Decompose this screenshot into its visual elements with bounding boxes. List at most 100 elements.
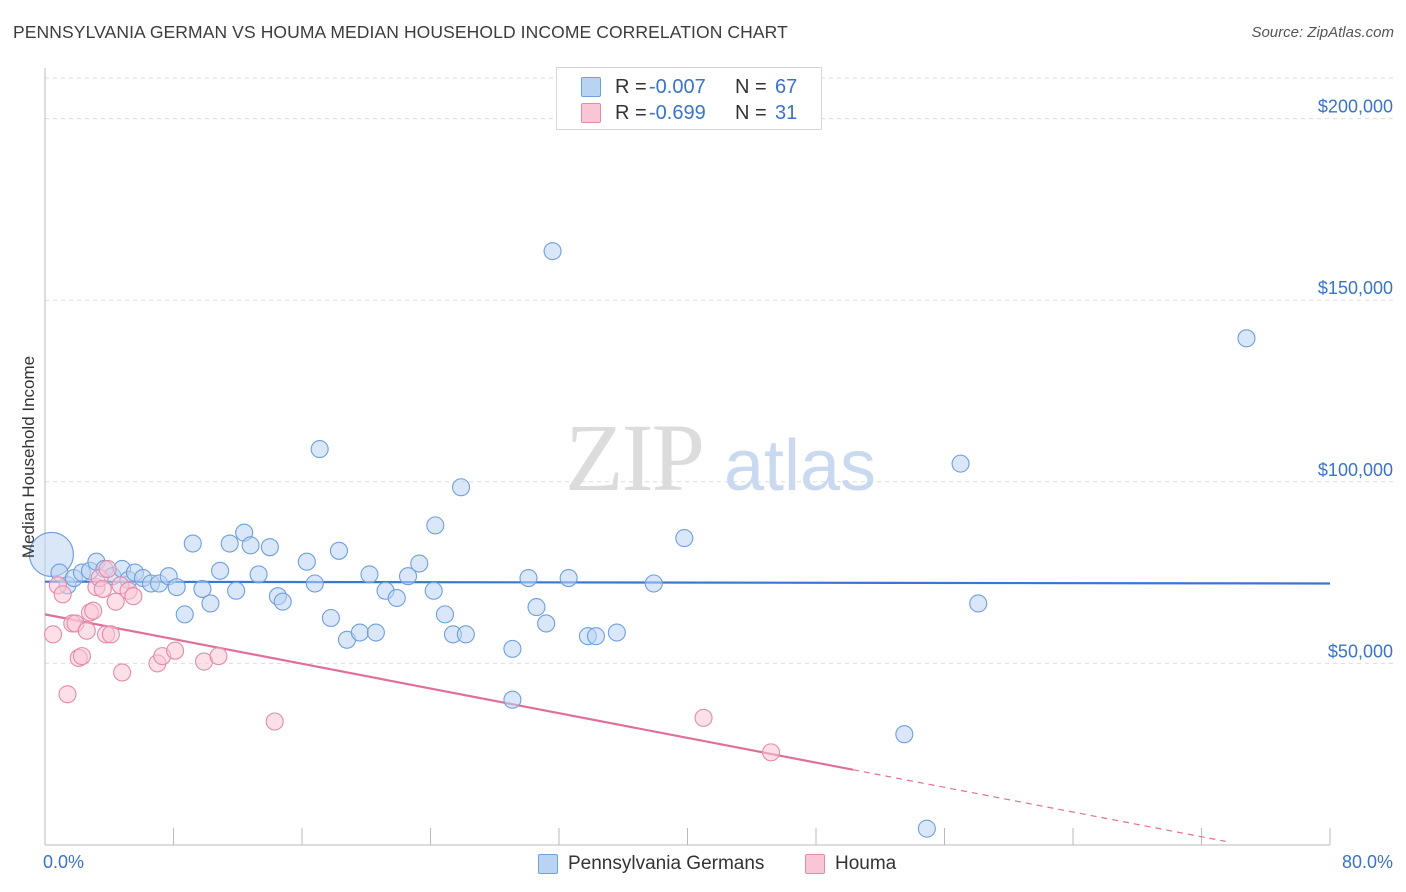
legend-swatch-blue bbox=[581, 77, 601, 97]
legend-item-pennsylvania-germans[interactable]: Pennsylvania Germans bbox=[538, 853, 764, 875]
point-pennsylvania-germans bbox=[398, 567, 418, 586]
point-pennsylvania-germans bbox=[969, 594, 988, 613]
point-pennsylvania-germans bbox=[310, 440, 329, 459]
trend-line-extension-houma bbox=[852, 769, 1226, 842]
point-pennsylvania-germans bbox=[675, 529, 694, 548]
watermark-zip: ZIP bbox=[565, 404, 703, 511]
point-houma bbox=[265, 712, 284, 731]
point-pennsylvania-germans bbox=[586, 627, 605, 646]
point-pennsylvania-germans bbox=[260, 538, 279, 557]
point-pennsylvania-germans bbox=[220, 534, 239, 553]
point-pennsylvania-germans bbox=[175, 605, 194, 624]
point-pennsylvania-germans bbox=[527, 598, 546, 617]
point-pennsylvania-germans bbox=[519, 568, 538, 588]
point-houma bbox=[101, 625, 120, 644]
point-houma bbox=[694, 708, 713, 727]
n-value: 31 bbox=[775, 101, 798, 124]
legend-row-pennsylvania-germans: R = -0.007 N = 67 bbox=[581, 75, 797, 99]
points-layer bbox=[28, 242, 1256, 838]
series-legend: Pennsylvania Germans Houma bbox=[0, 852, 1406, 878]
point-pennsylvania-germans bbox=[503, 690, 522, 709]
point-pennsylvania-germans bbox=[211, 561, 230, 580]
point-houma bbox=[77, 621, 96, 640]
y-tick-label: $150,000 bbox=[1318, 278, 1393, 298]
point-pennsylvania-germans bbox=[350, 623, 369, 642]
point-houma bbox=[761, 743, 781, 762]
point-pennsylvania-germans bbox=[537, 614, 556, 633]
y-tick-label: $50,000 bbox=[1328, 641, 1393, 661]
legend-label: Pennsylvania Germans bbox=[568, 853, 765, 874]
grid-layer bbox=[45, 77, 1395, 664]
point-pennsylvania-germans bbox=[329, 541, 348, 560]
point-pennsylvania-germans bbox=[366, 623, 385, 642]
point-houma bbox=[93, 579, 112, 598]
r-value: -0.699 bbox=[649, 101, 706, 124]
y-axis-title: Median Household Income bbox=[19, 356, 38, 558]
x-axis-max-label: 80.0% bbox=[1341, 852, 1393, 872]
point-houma bbox=[209, 647, 228, 666]
point-pennsylvania-germans bbox=[895, 725, 914, 744]
point-houma bbox=[72, 647, 91, 666]
r-value: -0.007 bbox=[649, 75, 706, 98]
point-houma bbox=[43, 625, 63, 644]
point-pennsylvania-germans bbox=[644, 574, 663, 593]
point-pennsylvania-germans bbox=[424, 581, 443, 600]
n-label: N = bbox=[735, 75, 767, 98]
point-pennsylvania-germans bbox=[305, 574, 324, 593]
point-pennsylvania-germans bbox=[456, 625, 475, 644]
point-pennsylvania-germans bbox=[273, 592, 292, 611]
point-houma bbox=[124, 587, 143, 606]
legend-swatch-blue bbox=[538, 854, 558, 874]
point-pennsylvania-germans bbox=[387, 588, 406, 608]
point-pennsylvania-germans bbox=[360, 565, 379, 584]
watermark-atlas: atlas bbox=[724, 426, 876, 506]
point-houma bbox=[58, 685, 77, 704]
source-credit: Source: ZipAtlas.com bbox=[1251, 24, 1394, 41]
n-label: N = bbox=[735, 101, 767, 124]
point-pennsylvania-germans bbox=[451, 478, 471, 497]
point-pennsylvania-germans bbox=[503, 639, 522, 658]
point-pennsylvania-germans bbox=[1237, 329, 1256, 348]
point-houma bbox=[53, 585, 72, 604]
watermark: ZIP atlas bbox=[565, 404, 876, 511]
n-value: 67 bbox=[775, 75, 798, 98]
r-label: R = bbox=[615, 75, 647, 98]
point-houma bbox=[98, 559, 117, 579]
point-pennsylvania-germans bbox=[426, 516, 445, 535]
point-pennsylvania-germans bbox=[183, 534, 202, 553]
point-pennsylvania-germans bbox=[321, 608, 340, 628]
point-pennsylvania-germans bbox=[201, 594, 220, 613]
point-pennsylvania-germans bbox=[607, 623, 626, 642]
point-pennsylvania-germans bbox=[227, 581, 246, 600]
x-axis-min-label: 0.0% bbox=[43, 852, 85, 872]
point-pennsylvania-germans bbox=[410, 554, 429, 573]
r-label: R = bbox=[615, 101, 647, 124]
point-pennsylvania-germans bbox=[559, 568, 578, 588]
legend-swatch-pink bbox=[805, 854, 825, 874]
y-tick-label: $100,000 bbox=[1318, 460, 1393, 480]
point-houma bbox=[84, 601, 103, 620]
point-pennsylvania-germans bbox=[951, 454, 970, 473]
trend-line-houma bbox=[44, 613, 854, 771]
correlation-legend: R = -0.007 N = 67 R = -0.699 N = 31 bbox=[556, 67, 822, 130]
point-pennsylvania-germans bbox=[297, 552, 316, 571]
y-tick-label: $200,000 bbox=[1318, 97, 1393, 117]
legend-swatch-pink bbox=[581, 103, 601, 123]
point-pennsylvania-germans bbox=[193, 579, 212, 598]
legend-row-houma: R = -0.699 N = 31 bbox=[581, 101, 797, 125]
trend-layer bbox=[44, 580, 1331, 842]
point-pennsylvania-germans bbox=[167, 578, 186, 597]
axis-layer: $50,000 $100,000 $150,000 $200,000 bbox=[44, 68, 1393, 846]
point-pennsylvania-germans bbox=[249, 565, 268, 584]
point-houma bbox=[113, 663, 132, 682]
point-houma bbox=[106, 592, 125, 611]
legend-item-houma[interactable]: Houma bbox=[805, 853, 896, 875]
point-pennsylvania-germans bbox=[543, 242, 562, 261]
point-houma bbox=[166, 641, 185, 660]
point-pennsylvania-germans bbox=[435, 605, 455, 624]
chart-title: PENNSYLVANIA GERMAN VS HOUMA MEDIAN HOUS… bbox=[13, 22, 788, 42]
point-pennsylvania-germans bbox=[241, 536, 260, 555]
point-pennsylvania-germans bbox=[917, 819, 936, 838]
legend-label: Houma bbox=[835, 853, 897, 874]
